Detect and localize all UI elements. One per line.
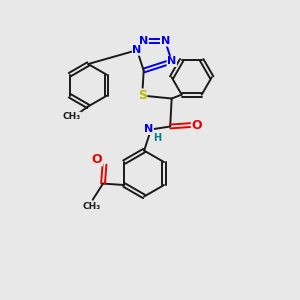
Text: N: N — [132, 45, 142, 55]
Text: N: N — [167, 56, 176, 66]
Text: CH₃: CH₃ — [82, 202, 100, 211]
Text: O: O — [92, 153, 102, 166]
Text: N: N — [144, 124, 153, 134]
Text: N: N — [160, 36, 170, 46]
Text: CH₃: CH₃ — [63, 112, 81, 121]
Text: O: O — [191, 118, 202, 131]
Text: H: H — [154, 133, 162, 143]
Text: N: N — [139, 36, 148, 46]
Text: S: S — [138, 89, 147, 102]
